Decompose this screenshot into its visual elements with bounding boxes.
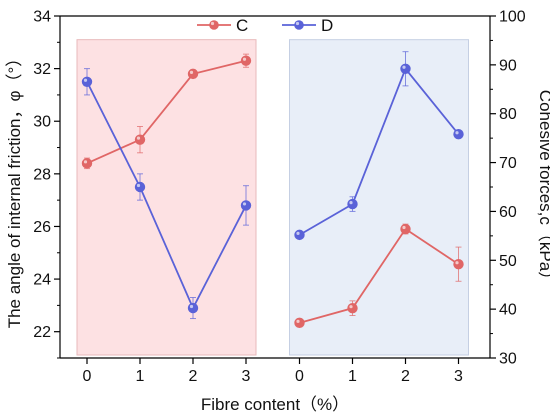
x-tick-label: 1 — [136, 368, 145, 385]
series-C-point — [187, 68, 199, 80]
series-D-line — [86, 81, 247, 311]
right-tick-label: 60 — [499, 204, 517, 221]
series-C-point-highlight — [136, 136, 141, 140]
series-C-point-highlight — [402, 225, 406, 230]
legend-C-marker-highlight — [210, 21, 215, 26]
series-D-point — [134, 181, 146, 193]
series-D-point — [453, 129, 464, 140]
left-tick-label: 26 — [33, 219, 51, 236]
series-C-point-highlight — [83, 160, 88, 164]
right-tick-label: 40 — [499, 302, 517, 319]
series-C-point — [453, 258, 464, 270]
series-C-point — [294, 317, 305, 329]
series-C-point — [240, 55, 252, 66]
series-C-point — [134, 134, 146, 145]
x-tick-label: 2 — [401, 368, 410, 385]
series-D-point — [81, 76, 93, 87]
right-axis-title: Cohesive forces,c（kPa） — [536, 90, 550, 288]
series-C-point — [400, 223, 411, 235]
series-C-point-highlight — [189, 70, 194, 74]
legend-C-marker — [209, 20, 219, 30]
left-tick-label: 28 — [33, 166, 51, 183]
x-tick-label: 3 — [454, 368, 463, 385]
right-tick-label: 90 — [499, 57, 517, 74]
x-tick-label: 2 — [189, 368, 198, 385]
left-tick-label: 30 — [33, 114, 51, 131]
right-tick-label: 100 — [499, 9, 526, 26]
right-tick-label: 70 — [499, 155, 517, 172]
left-axis-title: The angle of internal friction，φ（°） — [5, 50, 24, 329]
x-tick-label: 0 — [83, 368, 92, 385]
left-tick-label: 22 — [33, 324, 51, 341]
left-tick-label: 24 — [33, 272, 51, 289]
series-D-point — [187, 302, 199, 314]
series-C-line — [86, 59, 247, 165]
right-tick-label: 80 — [499, 106, 517, 123]
series-C-point-highlight — [242, 57, 247, 61]
legend-D-label: D — [321, 16, 333, 35]
series-D-point-highlight — [296, 231, 300, 235]
series-D-point-highlight — [242, 202, 247, 206]
legend-C-label: C — [236, 16, 248, 35]
series-D-point-highlight — [455, 131, 459, 135]
right-tick-label: 50 — [499, 253, 517, 270]
x-tick-label: 3 — [242, 368, 251, 385]
series-D-point — [240, 200, 252, 211]
left-tick-label: 34 — [33, 9, 51, 26]
series-D-point-highlight — [402, 65, 406, 69]
series-D-point — [347, 198, 358, 210]
legend-D-marker-highlight — [295, 21, 300, 26]
legend-D-marker — [294, 20, 304, 30]
x-tick-label: 1 — [348, 368, 357, 385]
left-tick-label: 32 — [33, 61, 51, 78]
series-C-point-highlight — [296, 319, 300, 323]
right-tick-label: 30 — [499, 351, 517, 368]
series-D-point-highlight — [189, 304, 194, 309]
series-D-point-highlight — [83, 78, 88, 82]
series-D-point — [400, 63, 411, 74]
series-C-line — [299, 227, 459, 324]
series-C-point — [347, 302, 358, 314]
series-C-point — [81, 158, 93, 169]
series-D-line — [299, 66, 460, 236]
x-tick-label: 0 — [295, 368, 304, 385]
series-D-point-highlight — [349, 201, 353, 205]
group-panel-0 — [76, 39, 257, 356]
series-C-point-highlight — [455, 261, 459, 265]
x-axis-title: Fibre content（%） — [201, 395, 349, 414]
series-D-point-highlight — [136, 183, 141, 188]
group-panel-1 — [289, 39, 469, 356]
series-D-point — [294, 229, 305, 241]
series-C-point-highlight — [349, 305, 353, 309]
